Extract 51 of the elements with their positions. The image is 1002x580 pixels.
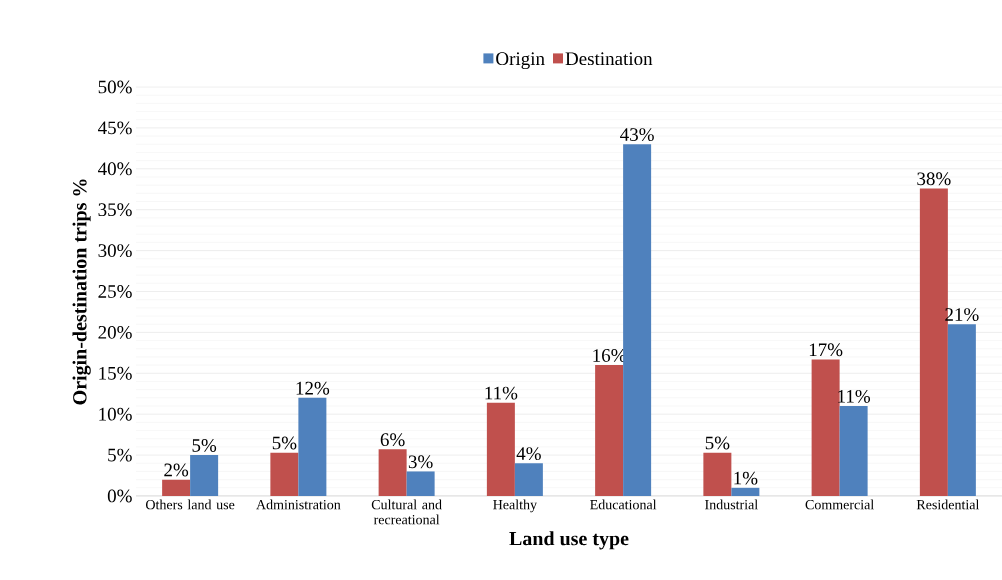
data-label: 5% [272,436,297,450]
x-tick-label: Commercial [805,499,874,510]
bar [378,449,407,496]
data-label: 5% [705,436,730,450]
legend-label: Destination [565,52,653,66]
bar [703,452,732,496]
data-label: 4% [516,447,541,461]
data-label: 17% [809,343,843,357]
x-tick-label: Industrial [705,499,758,510]
bar [595,365,624,496]
bar [486,402,515,496]
bar [298,397,327,496]
data-label: 12% [296,381,330,395]
data-label: 3% [408,455,433,469]
x-tick-label: Residential [916,499,980,510]
x-tick-label: Healthy [493,499,537,513]
bar [162,479,191,496]
y-tick-label: 30% [98,244,132,258]
y-axis-title: Origin-destination trips % [72,179,91,405]
y-tick-label: 45% [98,121,132,135]
x-tick-label: Educational [590,499,657,510]
y-tick-label: 10% [99,407,132,421]
x-tick-label: Cultural and recreational [371,499,442,525]
y-tick-label: 5% [108,448,132,462]
bar [190,455,219,496]
data-label: 11% [485,386,518,400]
x-tick-label: Others land use [146,499,235,510]
bar [270,452,299,496]
y-tick-label: 40% [98,162,132,176]
bar [731,487,760,496]
y-tick-label: 20% [98,325,132,339]
bar [623,144,652,496]
y-tick-label: 35% [98,203,132,217]
data-label: 6% [380,433,405,447]
y-tick-label: 0% [107,489,132,503]
bar [514,463,543,496]
legend-label: Origin [496,52,545,70]
data-label: 2% [164,463,189,477]
data-label: 38% [917,172,951,186]
x-axis-title: Land use type [509,531,629,550]
data-label: 5% [192,439,217,452]
data-label: 43% [620,128,654,142]
y-tick-label: 15% [99,366,132,380]
y-tick-label: 50% [98,80,132,94]
bar [811,359,840,496]
bar [839,406,868,496]
x-tick-label: Administration [256,499,341,510]
y-tick-label: 25% [98,285,132,298]
bar [406,471,435,496]
data-label: 1% [734,471,758,485]
bar [947,324,976,496]
